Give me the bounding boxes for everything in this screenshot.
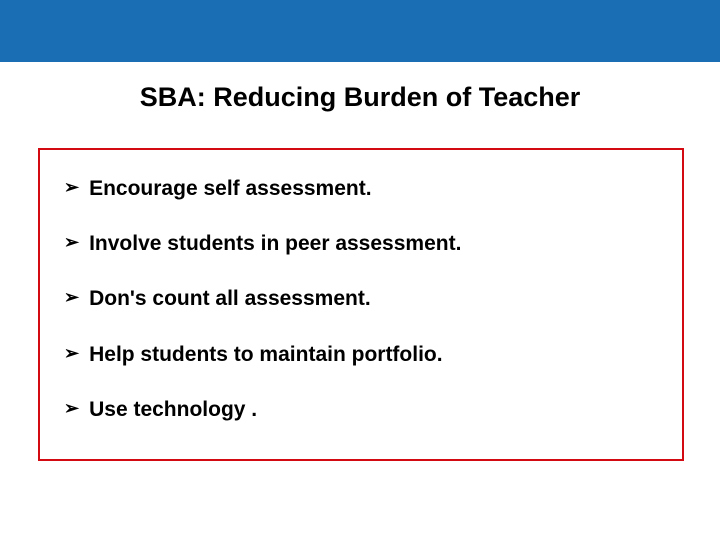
page-title: SBA: Reducing Burden of Teacher — [0, 82, 720, 113]
bullet-icon: ➢ — [64, 397, 79, 420]
list-item: ➢ Help students to maintain portfolio. — [64, 342, 658, 367]
list-item: ➢ Encourage self assessment. — [64, 176, 658, 201]
bullet-icon: ➢ — [64, 342, 79, 365]
bullet-text: Involve students in peer assessment. — [89, 231, 461, 256]
list-item: ➢ Involve students in peer assessment. — [64, 231, 658, 256]
list-item: ➢ Don's count all assessment. — [64, 286, 658, 311]
content-box: ➢ Encourage self assessment. ➢ Involve s… — [38, 148, 684, 461]
slide: SBA: Reducing Burden of Teacher ➢ Encour… — [0, 0, 720, 540]
header-bar — [0, 0, 720, 62]
bullet-icon: ➢ — [64, 231, 79, 254]
list-item: ➢ Use technology . — [64, 397, 658, 422]
bullet-list: ➢ Encourage self assessment. ➢ Involve s… — [64, 176, 658, 422]
bullet-icon: ➢ — [64, 176, 79, 199]
bullet-text: Use technology . — [89, 397, 257, 422]
bullet-text: Don's count all assessment. — [89, 286, 371, 311]
bullet-icon: ➢ — [64, 286, 79, 309]
bullet-text: Encourage self assessment. — [89, 176, 371, 201]
bullet-text: Help students to maintain portfolio. — [89, 342, 443, 367]
